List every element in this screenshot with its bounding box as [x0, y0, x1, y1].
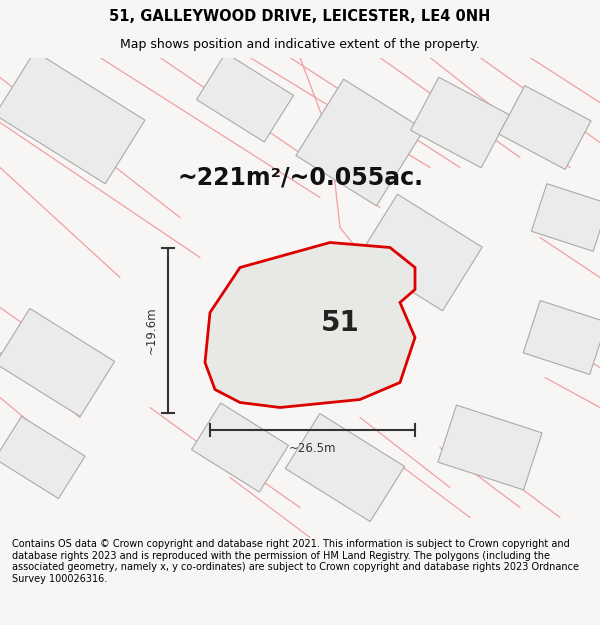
Polygon shape [286, 414, 404, 521]
Polygon shape [296, 79, 424, 206]
Polygon shape [499, 86, 591, 169]
Text: ~221m²/~0.055ac.: ~221m²/~0.055ac. [177, 166, 423, 189]
Text: Contains OS data © Crown copyright and database right 2021. This information is : Contains OS data © Crown copyright and d… [12, 539, 579, 584]
Text: ~19.6m: ~19.6m [145, 306, 158, 354]
Polygon shape [532, 184, 600, 251]
Text: 51, GALLEYWOOD DRIVE, LEICESTER, LE4 0NH: 51, GALLEYWOOD DRIVE, LEICESTER, LE4 0NH [109, 9, 491, 24]
Polygon shape [191, 403, 289, 492]
Polygon shape [358, 194, 482, 311]
Polygon shape [0, 51, 145, 184]
Polygon shape [0, 309, 115, 416]
Polygon shape [197, 53, 293, 142]
Polygon shape [438, 405, 542, 490]
Text: ~26.5m: ~26.5m [289, 441, 336, 454]
Polygon shape [410, 78, 509, 168]
Text: Map shows position and indicative extent of the property.: Map shows position and indicative extent… [120, 38, 480, 51]
Polygon shape [205, 242, 415, 408]
Polygon shape [0, 416, 85, 499]
Polygon shape [523, 301, 600, 374]
Text: 51: 51 [321, 309, 360, 338]
